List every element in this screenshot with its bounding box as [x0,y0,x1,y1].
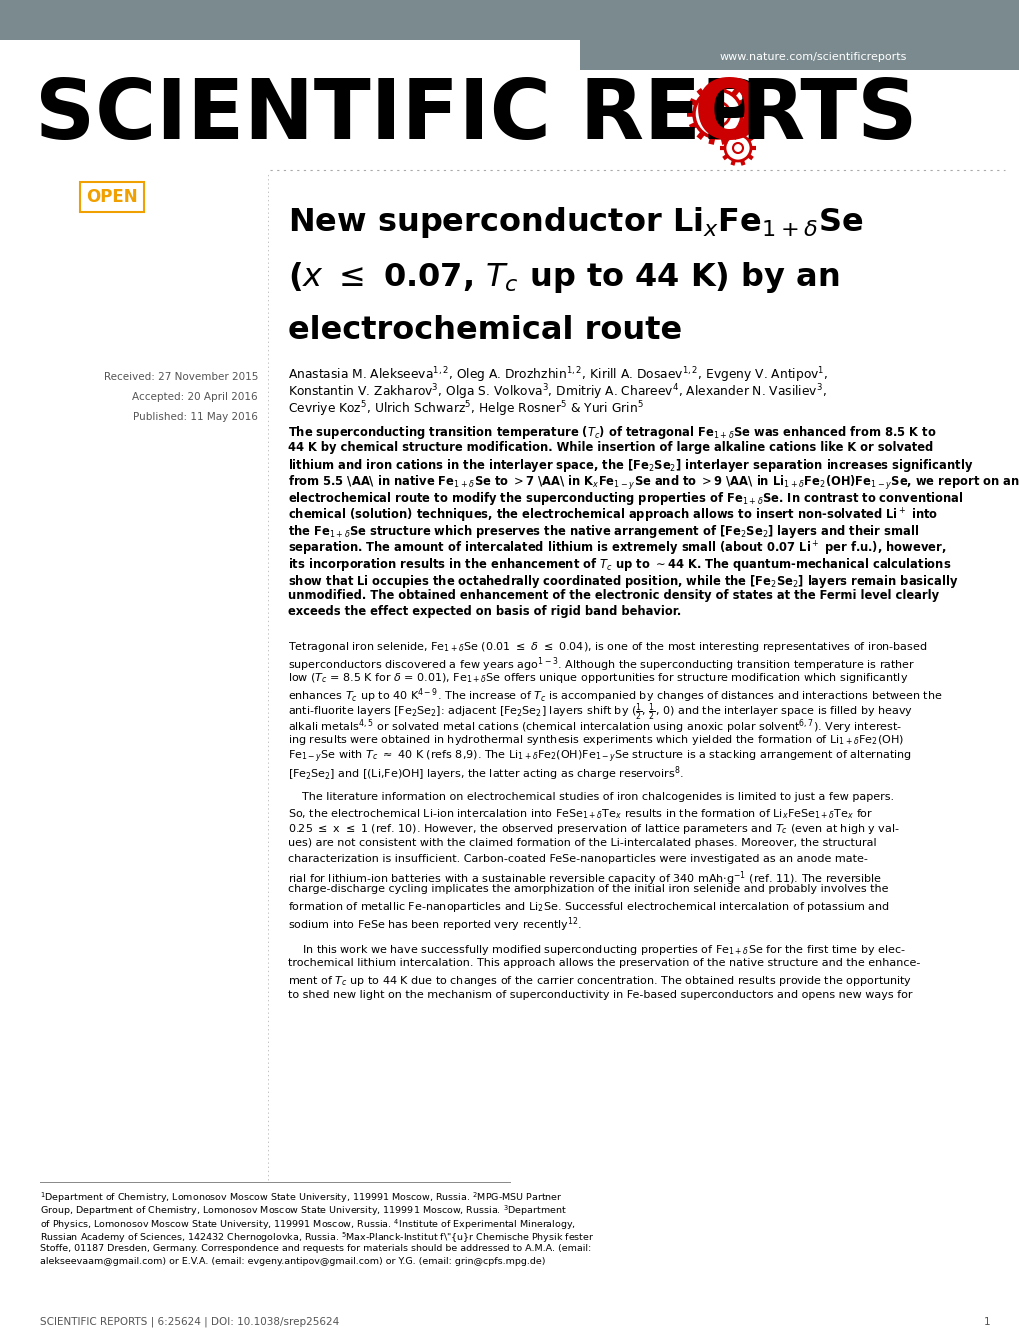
Text: Received: 27 November 2015: Received: 27 November 2015 [104,373,258,382]
Bar [0,0,1019,40]
Text: Accepted: 20 April 2016: Accepted: 20 April 2016 [132,393,258,402]
Text: The superconducting transition temperature ($T_c$) of tetragonal Fe$_{1+\delta}$: The superconducting transition temperatu… [287,423,935,441]
Text: SCIENTIFIC REP: SCIENTIFIC REP [35,75,761,155]
Text: Russian Academy of Sciences, 142432 Chernogolovka, Russia. $^5$Max-Planck-Instit: Russian Academy of Sciences, 142432 Cher… [40,1230,594,1245]
Text: ing results were obtained in hydrothermal synthesis experiments which yielded th: ing results were obtained in hydrotherma… [287,733,903,746]
Text: its incorporation results in the enhancement of $T_c$ up to $\sim$44 K. The quan: its incorporation results in the enhance… [287,556,951,574]
Text: RTS: RTS [739,75,916,155]
Text: anti-fluorite layers [Fe$_2$Se$_2$]: adjacent [Fe$_2$Se$_2$] layers shift by ($\: anti-fluorite layers [Fe$_2$Se$_2$]: adj… [287,702,912,724]
Text: Konstantin V. Zakharov$^3$, Olga S. Volkova$^3$, Dmitriy A. Chareev$^4$, Alexand: Konstantin V. Zakharov$^3$, Olga S. Volk… [287,382,826,402]
Text: alekseevaam@gmail.com) or E.V.A. (email: evgeny.antipov@gmail.com) or Y.G. (emai: alekseevaam@gmail.com) or E.V.A. (email:… [40,1257,545,1266]
Text: 0.25 $\leq$ x $\leq$ 1 (ref. 10). However, the observed preservation of lattice : 0.25 $\leq$ x $\leq$ 1 (ref. 10). Howeve… [287,823,899,836]
Text: rial for lithium-ion batteries with a sustainable reversible capacity of 340 mAh: rial for lithium-ion batteries with a su… [287,870,881,887]
Text: from 5.5 \AA\ in native Fe$_{1+\delta}$Se to $>$7 \AA\ in K$_x$Fe$_{1-y}$Se and : from 5.5 \AA\ in native Fe$_{1+\delta}$S… [287,473,1019,492]
Text: Tetragonal iron selenide, Fe$_{1+\delta}$Se (0.01 $\leq$ $\delta$ $\leq$ 0.04), : Tetragonal iron selenide, Fe$_{1+\delta}… [287,641,926,654]
Text: chemical (solution) techniques, the electrochemical approach allows to insert no: chemical (solution) techniques, the elec… [287,507,937,525]
Text: ($x$ $\leq$ 0.07, $T_c$ up to 44 K) by an: ($x$ $\leq$ 0.07, $T_c$ up to 44 K) by a… [287,260,839,295]
Text: formation of metallic Fe-nanoparticles and Li$_2$Se. Successful electrochemical : formation of metallic Fe-nanoparticles a… [287,900,889,914]
Text: O: O [693,75,764,155]
Text: ues) are not consistent with the claimed formation of the Li-intercalated phases: ues) are not consistent with the claimed… [287,838,875,848]
Text: sodium into FeSe has been reported very recently$^{12}$.: sodium into FeSe has been reported very … [287,915,582,934]
Text: characterization is insufficient. Carbon-coated FeSe-nanoparticles were investig: characterization is insufficient. Carbon… [287,854,867,863]
Text: Fe$_{1-y}$Se with $T_c$ $\approx$ 40 K (refs 8,9). The Li$_{1+\delta}$Fe$_2$(OH): Fe$_{1-y}$Se with $T_c$ $\approx$ 40 K (… [287,749,911,765]
Text: In this work we have successfully modified superconducting properties of Fe$_{1+: In this work we have successfully modifi… [287,943,905,957]
Text: trochemical lithium intercalation. This approach allows the preservation of the : trochemical lithium intercalation. This … [287,958,919,969]
Text: SCIENTIFIC REPORTS | 6:25624 | DOI: 10.1038/srep25624: SCIENTIFIC REPORTS | 6:25624 | DOI: 10.1… [40,1317,339,1327]
Text: [Fe$_2$Se$_2$] and [(Li,Fe)OH] layers, the latter acting as charge reservoirs$^8: [Fe$_2$Se$_2$] and [(Li,Fe)OH] layers, t… [287,764,684,783]
Text: The literature information on electrochemical studies of iron chalcogenides is l: The literature information on electroche… [287,792,894,801]
Text: lithium and iron cations in the interlayer space, the [Fe$_2$Se$_2$] interlayer : lithium and iron cations in the interlay… [287,457,972,474]
Text: exceeds the effect expected on basis of rigid band behavior.: exceeds the effect expected on basis of … [287,606,681,619]
Text: So, the electrochemical Li-ion intercalation into FeSe$_{1+\delta}$Te$_x$ result: So, the electrochemical Li-ion intercala… [287,807,872,821]
Text: electrochemical route to modify the superconducting properties of Fe$_{1+\delta}: electrochemical route to modify the supe… [287,490,963,507]
Text: the Fe$_{1+\delta}$Se structure which preserves the native arrangement of [Fe$_2: the Fe$_{1+\delta}$Se structure which pr… [287,523,918,540]
Text: charge-discharge cycling implicates the amorphization of the initial iron seleni: charge-discharge cycling implicates the … [287,884,888,895]
Text: Anastasia M. Alekseeva$^{1,2}$, Oleg A. Drozhzhin$^{1,2}$, Kirill A. Dosaev$^{1,: Anastasia M. Alekseeva$^{1,2}$, Oleg A. … [287,364,827,385]
Text: Cevriye Koz$^5$, Ulrich Schwarz$^5$, Helge Rosner$^5$ & Yuri Grin$^5$: Cevriye Koz$^5$, Ulrich Schwarz$^5$, Hel… [287,399,643,418]
Text: 44 K by chemical structure modification. While insertion of large alkaline catio: 44 K by chemical structure modification.… [287,441,932,453]
Text: electrochemical route: electrochemical route [287,315,682,346]
Text: Stoffe, 01187 Dresden, Germany. Correspondence and requests for materials should: Stoffe, 01187 Dresden, Germany. Correspo… [40,1244,591,1253]
Text: Published: 11 May 2016: Published: 11 May 2016 [133,411,258,422]
Text: 1: 1 [982,1317,989,1327]
Text: unmodified. The obtained enhancement of the electronic density of states at the : unmodified. The obtained enhancement of … [287,590,938,602]
Text: superconductors discovered a few years ago$^{1-3}$. Although the superconducting: superconductors discovered a few years a… [287,655,914,674]
Text: Group, Department of Chemistry, Lomonosov Moscow State University, 119991 Moscow: Group, Department of Chemistry, Lomonoso… [40,1203,567,1218]
Text: to shed new light on the mechanism of superconductivity in Fe-based superconduct: to shed new light on the mechanism of su… [287,989,912,1000]
Text: of Physics, Lomonosov Moscow State University, 119991 Moscow, Russia. $^4$Instit: of Physics, Lomonosov Moscow State Unive… [40,1217,576,1231]
Text: show that Li occupies the octahedrally coordinated position, while the [Fe$_2$Se: show that Li occupies the octahedrally c… [287,572,958,590]
Text: separation. The amount of intercalated lithium is extremely small (about 0.07 Li: separation. The amount of intercalated l… [287,540,946,557]
Text: New superconductor Li$_x$Fe$_{1+\delta}$Se: New superconductor Li$_x$Fe$_{1+\delta}$… [287,205,862,240]
Text: $^1$Department of Chemistry, Lomonosov Moscow State University, 119991 Moscow, R: $^1$Department of Chemistry, Lomonosov M… [40,1190,562,1205]
Text: low ($T_c$ = 8.5 K for $\delta$ = 0.01), Fe$_{1+\delta}$Se offers unique opportu: low ($T_c$ = 8.5 K for $\delta$ = 0.01),… [287,671,907,685]
Text: www.nature.com/scientificreports: www.nature.com/scientificreports [719,52,907,62]
Text: enhances $T_c$ up to 40 K$^{4-9}$. The increase of $T_c$ is accompanied by chang: enhances $T_c$ up to 40 K$^{4-9}$. The i… [287,686,942,705]
Text: ment of $T_c$ up to 44 K due to changes of the carrier concentration. The obtain: ment of $T_c$ up to 44 K due to changes … [287,974,911,988]
Text: alkali metals$^{4,5}$ or solvated metal cations (chemical intercalation using an: alkali metals$^{4,5}$ or solvated metal … [287,717,901,736]
Text: OPEN: OPEN [86,188,138,206]
Bar [580,40,1019,70]
